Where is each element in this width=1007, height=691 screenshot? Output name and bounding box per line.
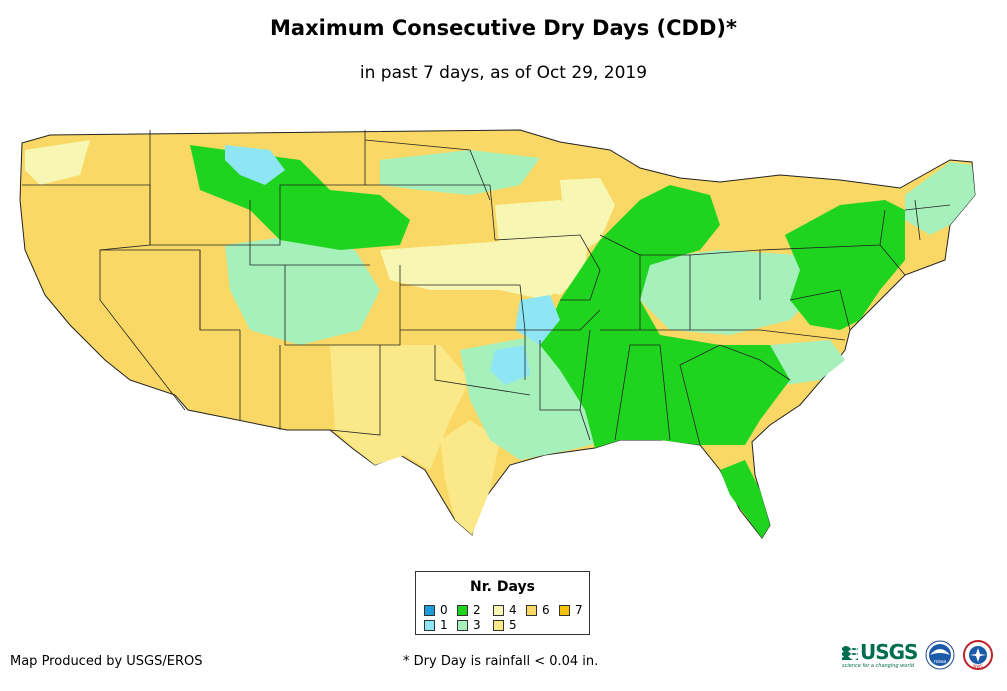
legend-swatch-5 (493, 619, 504, 631)
state-borders (22, 130, 951, 446)
zone-2-northeast (785, 200, 905, 330)
legend-item-3: 3 (457, 618, 481, 632)
legend-label-5: 5 (509, 618, 517, 632)
usgs-tagline: science for a changing world (842, 662, 914, 669)
zone-3-north-carolina (768, 340, 845, 385)
legend: Nr. Days 0 2 4 6 7 1 3 5 (415, 571, 590, 635)
map-title: Maximum Consecutive Dry Days (CDD)* (270, 16, 737, 40)
legend-title: Nr. Days (470, 579, 535, 595)
legend-item-0: 0 (424, 603, 448, 617)
zone-3-dakotas (380, 150, 540, 195)
legend-swatch-4 (493, 604, 504, 616)
map-credit: Map Produced by USGS/EROS (10, 654, 203, 669)
zone-3-new-england (905, 162, 975, 235)
zone-1-missouri (515, 295, 560, 345)
legend-swatch-1 (424, 619, 435, 631)
legend-swatch-3 (457, 619, 468, 631)
legend-item-2: 2 (457, 603, 481, 617)
svg-text:noaa: noaa (934, 659, 946, 665)
us-dry-days-map (19, 129, 976, 539)
zone-1-oklahoma (490, 345, 530, 385)
zone-1-montana (225, 145, 285, 185)
legend-label-1: 1 (440, 618, 448, 632)
legend-swatch-6 (526, 604, 537, 616)
legend-label-6: 6 (542, 603, 550, 617)
legend-label-0: 0 (440, 603, 448, 617)
legend-swatch-7 (559, 604, 570, 616)
legend-label-4: 4 (509, 603, 517, 617)
legend-item-4: 4 (493, 603, 517, 617)
legend-label-7: 7 (575, 603, 583, 617)
zone-3-ohio-valley (640, 250, 820, 335)
usgs-logo: USGS science for a changing world (842, 639, 918, 669)
zone-4-northwest (25, 140, 90, 185)
conus-land (19, 129, 976, 539)
zone-4-wisconsin (560, 178, 615, 250)
noaa-logo-icon: noaa (925, 640, 955, 670)
legend-label-3: 3 (473, 618, 481, 632)
legend-swatch-2 (457, 604, 468, 616)
legend-item-1: 1 (424, 618, 448, 632)
agency-logos: USGS science for a changing world noaa N… (842, 639, 994, 670)
dry-day-footnote: * Dry Day is rainfall < 0.04 in. (403, 654, 599, 669)
usgs-waves-icon (842, 645, 858, 660)
zone-3-rockies (225, 235, 380, 345)
legend-item-7: 7 (559, 603, 583, 617)
map-subtitle: in past 7 days, as of Oct 29, 2019 (359, 63, 648, 83)
usgs-wordmark: USGS (860, 639, 918, 664)
legend-label-2: 2 (473, 603, 481, 617)
legend-item-5: 5 (493, 618, 517, 632)
svg-text:NWS: NWS (974, 664, 984, 669)
legend-swatch-0 (424, 604, 435, 616)
nws-logo-icon: NWS (963, 640, 994, 670)
legend-item-6: 6 (526, 603, 550, 617)
zone-2-florida (720, 460, 770, 538)
zone-2-midwest-southeast (540, 185, 790, 448)
zone-5-south-texas (440, 420, 500, 535)
